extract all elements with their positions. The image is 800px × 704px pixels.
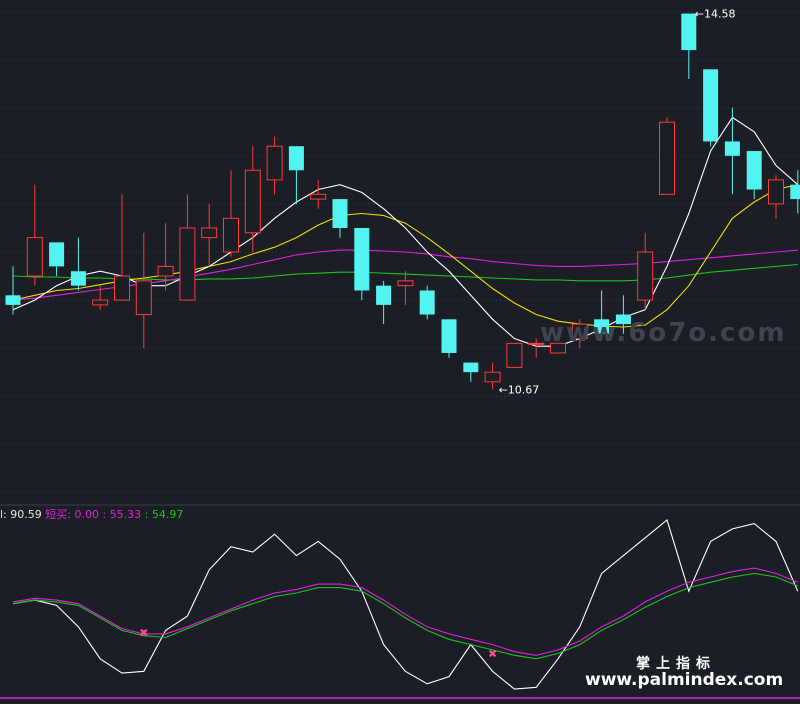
candle-body (484, 371, 501, 383)
indicator-panel: ✖ ✖ l: 90.59 短买: 0.00 : 55.33 : 54.97 (0, 507, 800, 699)
price-annotations: ←14.58 ←10.67 (499, 8, 736, 397)
candle-body (332, 199, 348, 228)
indicator-value-4: 54.97 (152, 508, 184, 521)
candle (637, 232, 654, 310)
candle (244, 146, 261, 252)
candle-body (157, 265, 174, 277)
candle (5, 266, 21, 315)
candle-body (26, 237, 43, 277)
candle-body (594, 319, 610, 334)
indicator-magenta-line (12, 567, 799, 656)
candle (223, 170, 239, 257)
indicator-value-3: 55.33 (110, 508, 142, 521)
indicator-green-line (12, 572, 799, 660)
candle (441, 319, 457, 358)
candle-body (550, 342, 566, 354)
candle-body (746, 151, 762, 190)
candle (49, 242, 65, 277)
candle-body (790, 184, 800, 200)
candle-body (615, 314, 631, 325)
candle-body (419, 290, 435, 315)
indicator-header: l: 90.59 短买: 0.00 : 55.33 : 54.97 (0, 507, 183, 521)
candle-body (288, 146, 304, 171)
watermark-url: www.palmindex.com (585, 670, 783, 690)
candle (681, 13, 697, 79)
candle (114, 194, 130, 301)
candle-body (528, 342, 545, 345)
candle (724, 107, 740, 195)
indicator-white-line (12, 519, 799, 690)
candle (92, 285, 109, 310)
candle (768, 175, 784, 219)
candle-body (506, 342, 523, 368)
candle-body (637, 251, 654, 301)
watermark-top: www.6o7o.com (540, 318, 786, 348)
candle (484, 362, 501, 390)
indicator-sep-2: : (141, 508, 152, 521)
candle (157, 223, 174, 291)
indicator-label-prefix: l: (0, 508, 10, 521)
candle (615, 295, 631, 334)
cross-marker: ✖ (488, 648, 497, 661)
candle (746, 151, 762, 200)
candle-body (244, 169, 261, 234)
candle (288, 146, 304, 204)
candle-body (201, 227, 218, 239)
indicator-sep: : (102, 508, 109, 521)
candle (506, 342, 523, 368)
candle-body (266, 145, 283, 181)
price-annotation: ←14.58 (695, 8, 736, 21)
candlesticks (5, 13, 800, 390)
candle (419, 285, 435, 320)
candle-body (659, 121, 675, 195)
candle-body (135, 280, 152, 316)
candle (463, 362, 479, 382)
candle (790, 170, 800, 214)
candle (376, 280, 392, 325)
candle (332, 199, 348, 238)
candle (266, 136, 283, 195)
candle-body (703, 69, 719, 142)
candle (26, 184, 43, 286)
candle-body (397, 280, 414, 287)
candle (571, 319, 588, 349)
candle-body (463, 362, 479, 373)
candle-body (768, 179, 784, 205)
candle-body (376, 285, 392, 305)
price-annotation: ←10.67 (499, 384, 540, 397)
candle (550, 342, 566, 354)
candle-body (179, 227, 196, 301)
candle (310, 179, 327, 209)
candle (70, 237, 86, 291)
candle-body (354, 227, 370, 291)
candle-body (310, 193, 327, 200)
candle (659, 117, 675, 195)
candle-body (49, 242, 65, 267)
candle (397, 271, 414, 305)
candle (594, 290, 610, 339)
candle-body (223, 217, 239, 253)
candle-body (5, 295, 21, 305)
candle (528, 338, 545, 358)
candle-body (724, 141, 740, 156)
candle (135, 232, 152, 349)
candle-body (441, 319, 457, 353)
candle (179, 194, 196, 301)
cross-marker: ✖ (139, 626, 148, 639)
candle-body (114, 275, 130, 301)
candle-body (92, 299, 109, 306)
candle (354, 227, 370, 301)
watermark-cn: 掌上指标 (636, 655, 716, 672)
candle-body (681, 13, 697, 51)
candle (703, 69, 719, 147)
indicator-value-1: 90.59 (10, 508, 42, 521)
indicator-value-2: 0.00 (71, 508, 103, 521)
indicator-name: 短买: (45, 507, 71, 521)
candle (201, 203, 218, 267)
candle-body (571, 323, 588, 340)
candle-body (70, 271, 86, 286)
